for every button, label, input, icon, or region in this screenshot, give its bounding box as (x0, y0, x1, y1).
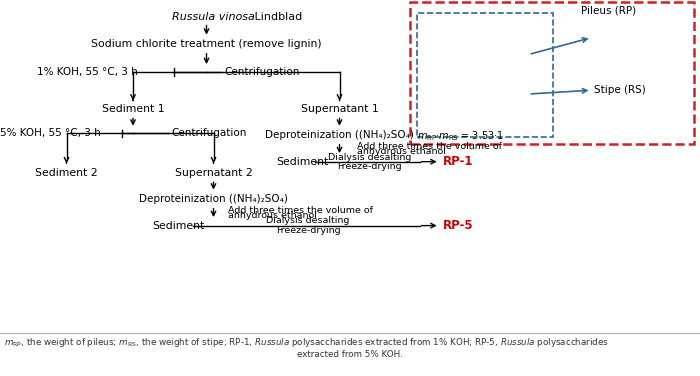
Text: Supernatant 1: Supernatant 1 (300, 104, 379, 114)
Text: anhydrous ethanol: anhydrous ethanol (228, 211, 316, 220)
Bar (416, 13, 553, 137)
Text: RP-5: RP-5 (442, 219, 473, 232)
Text: Centrifugation: Centrifugation (224, 67, 300, 77)
Text: Dialysis desalting: Dialysis desalting (328, 153, 412, 162)
Text: Sediment 1: Sediment 1 (102, 104, 164, 114)
Text: Supernatant 2: Supernatant 2 (174, 168, 253, 178)
Text: Sediment 2: Sediment 2 (35, 168, 98, 178)
Text: Deproteinization ((NH₄)₂SO₄): Deproteinization ((NH₄)₂SO₄) (139, 194, 288, 204)
Text: 1% KOH, 55 °C, 3 h: 1% KOH, 55 °C, 3 h (37, 67, 138, 77)
Text: RP-1: RP-1 (442, 155, 473, 168)
Text: Sediment: Sediment (276, 157, 329, 167)
Text: Add three times the volume of: Add three times the volume of (228, 206, 372, 215)
Text: Stipe (RS): Stipe (RS) (594, 85, 645, 95)
Text: 5% KOH, 55 °C, 3 h: 5% KOH, 55 °C, 3 h (0, 129, 101, 138)
Text: $m_\mathregular{RP}$, the weight of pileus; $m_\mathregular{RS}$, the weight of : $m_\mathregular{RP}$, the weight of pile… (4, 337, 608, 349)
Text: Sodium chlorite treatment (remove lignin): Sodium chlorite treatment (remove lignin… (91, 39, 322, 49)
Text: Add three times the volume of: Add three times the volume of (357, 142, 502, 151)
Text: Freeze-drying: Freeze-drying (276, 226, 340, 235)
Text: Deproteinization ((NH₄)₂SO₄): Deproteinization ((NH₄)₂SO₄) (265, 130, 414, 140)
Text: Pileus (RP): Pileus (RP) (582, 6, 636, 15)
Text: Sediment: Sediment (153, 221, 205, 230)
Text: anhydrous ethanol: anhydrous ethanol (357, 147, 446, 156)
Text: Lindblad: Lindblad (251, 12, 302, 22)
Text: Russula vinosa: Russula vinosa (172, 12, 254, 22)
Text: extracted from 5% KOH.: extracted from 5% KOH. (297, 350, 403, 359)
Text: Centrifugation: Centrifugation (172, 129, 247, 138)
Text: Freeze-drying: Freeze-drying (337, 162, 402, 171)
Text: Dialysis desalting: Dialysis desalting (266, 216, 350, 225)
Bar (410, 2, 694, 144)
Text: $m_\mathregular{RP}$·$m_\mathregular{RS}$ = 3.53·1: $m_\mathregular{RP}$·$m_\mathregular{RS}… (417, 129, 504, 143)
